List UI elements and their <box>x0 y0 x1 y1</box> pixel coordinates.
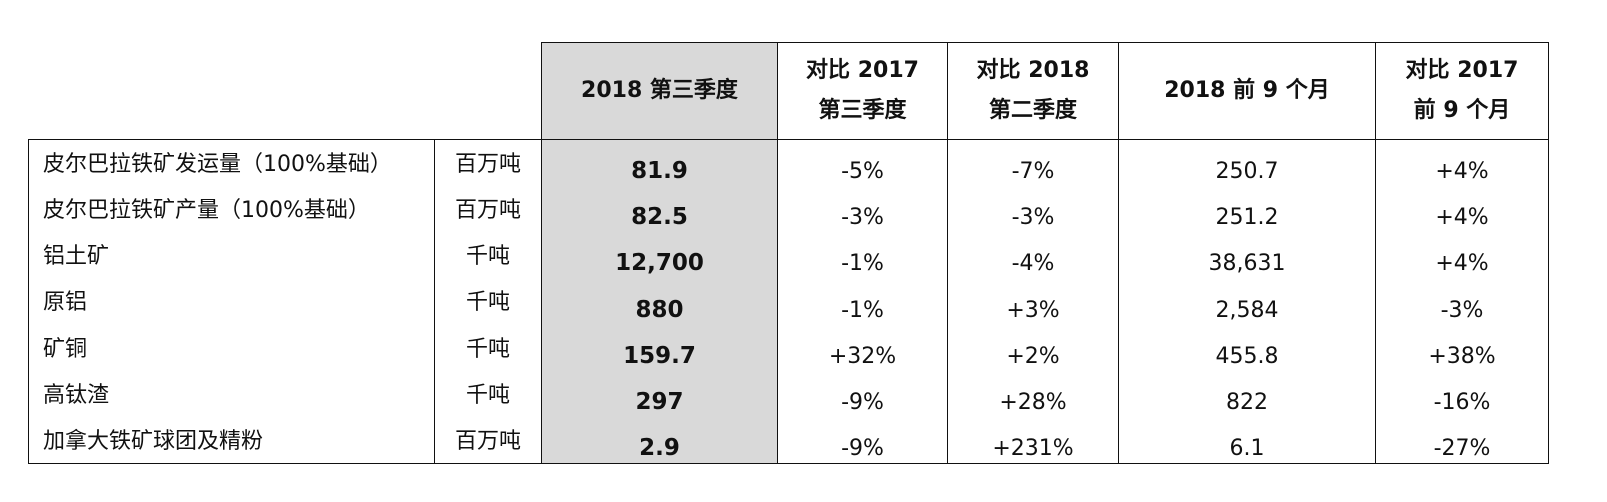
vs-q2-2018-value: +231% <box>947 417 1119 465</box>
ytd-2018-value: 251.2 <box>1118 185 1376 233</box>
ytd-2018-value: 6.1 <box>1118 417 1376 465</box>
vs-q3-2017-value: -5% <box>777 138 948 186</box>
vs-ytd-2017-value: +38% <box>1375 324 1549 371</box>
header-ytd-2018: 2018 前 9 个月 <box>1118 42 1376 140</box>
header-vs-ytd-2017-line2: 前 9 个月 <box>1413 98 1511 123</box>
header-vs-ytd-2017-line1: 对比 2017 <box>1405 58 1519 83</box>
q3-2018-value: 880 <box>541 278 778 325</box>
vs-ytd-2017-value: +4% <box>1375 185 1549 233</box>
header-vs-q2-2018-line2: 第二季度 <box>988 98 1077 123</box>
table-row: 矿铜 千吨 159.7 +32% +2% 455.8 +38% <box>28 324 1549 371</box>
vs-q3-2017-value: -1% <box>777 232 948 279</box>
product-name: 皮尔巴拉铁矿产量（100%基础） <box>28 185 435 233</box>
unit: 百万吨 <box>434 138 542 186</box>
q3-2018-value: 81.9 <box>541 138 778 186</box>
vs-q2-2018-value: +2% <box>947 324 1119 371</box>
ytd-2018-value: 455.8 <box>1118 324 1376 371</box>
vs-q3-2017-value: -1% <box>777 278 948 325</box>
q3-2018-value: 82.5 <box>541 185 778 233</box>
header-ytd-2018-label: 2018 前 9 个月 <box>1164 78 1330 103</box>
product-name: 皮尔巴拉铁矿发运量（100%基础） <box>28 138 435 186</box>
vs-q3-2017-value: -9% <box>777 370 948 418</box>
header-row: 2018 第三季度 对比 2017 第三季度 对比 2018 第二季度 2018… <box>29 42 1549 140</box>
vs-q2-2018-value: -3% <box>947 185 1119 233</box>
product-name: 高钛渣 <box>28 370 435 418</box>
product-name: 铝土矿 <box>28 232 435 279</box>
vs-ytd-2017-value: +4% <box>1375 232 1549 279</box>
vs-q2-2018-value: -7% <box>947 138 1119 186</box>
vs-q3-2017-value: +32% <box>777 324 948 371</box>
table-row: 原铝 千吨 880 -1% +3% 2,584 -3% <box>28 278 1549 325</box>
unit: 千吨 <box>434 324 542 371</box>
vs-ytd-2017-value: -16% <box>1375 370 1549 418</box>
vs-q3-2017-value: -9% <box>777 417 948 465</box>
vs-ytd-2017-value: +4% <box>1375 138 1549 186</box>
unit: 百万吨 <box>434 185 542 233</box>
q3-2018-value: 2.9 <box>541 417 778 465</box>
header-blank-name <box>29 43 435 140</box>
header-vs-q3-2017: 对比 2017 第三季度 <box>777 42 948 140</box>
ytd-2018-value: 822 <box>1118 370 1376 418</box>
vs-q2-2018-value: +28% <box>947 370 1119 418</box>
ytd-2018-value: 2,584 <box>1118 278 1376 325</box>
unit: 千吨 <box>434 278 542 325</box>
unit: 千吨 <box>434 370 542 418</box>
unit: 百万吨 <box>434 417 542 465</box>
header-blank-unit <box>435 43 542 140</box>
ytd-2018-value: 38,631 <box>1118 232 1376 279</box>
unit: 千吨 <box>434 232 542 279</box>
header-vs-ytd-2017: 对比 2017 前 9 个月 <box>1375 42 1549 140</box>
ytd-2018-value: 250.7 <box>1118 138 1376 186</box>
header-vs-q2-2018: 对比 2018 第二季度 <box>947 42 1119 140</box>
vs-q2-2018-value: +3% <box>947 278 1119 325</box>
header-vs-q2-2018-line1: 对比 2018 <box>976 58 1090 83</box>
vs-q3-2017-value: -3% <box>777 185 948 233</box>
vs-ytd-2017-value: -27% <box>1375 417 1549 465</box>
product-name: 矿铜 <box>28 324 435 371</box>
table-row: 皮尔巴拉铁矿发运量（100%基础） 百万吨 81.9 -5% -7% 250.7… <box>28 138 1549 186</box>
table-row: 皮尔巴拉铁矿产量（100%基础） 百万吨 82.5 -3% -3% 251.2 … <box>28 185 1549 233</box>
header-vs-q3-2017-line2: 第三季度 <box>818 98 907 123</box>
q3-2018-value: 159.7 <box>541 324 778 371</box>
table-row: 铝土矿 千吨 12,700 -1% -4% 38,631 +4% <box>28 232 1549 279</box>
vs-ytd-2017-value: -3% <box>1375 278 1549 325</box>
header-q3-2018-label: 2018 第三季度 <box>581 78 738 103</box>
table-row: 加拿大铁矿球团及精粉 百万吨 2.9 -9% +231% 6.1 -27% <box>28 417 1549 465</box>
product-name: 加拿大铁矿球团及精粉 <box>28 417 435 465</box>
header-q3-2018: 2018 第三季度 <box>541 42 778 140</box>
header-vs-q3-2017-line1: 对比 2017 <box>806 58 919 83</box>
vs-q2-2018-value: -4% <box>947 232 1119 279</box>
product-name: 原铝 <box>28 278 435 325</box>
q3-2018-value: 12,700 <box>541 232 778 279</box>
table-row: 高钛渣 千吨 297 -9% +28% 822 -16% <box>28 370 1549 418</box>
production-table: 2018 第三季度 对比 2017 第三季度 对比 2018 第二季度 2018… <box>28 42 1549 465</box>
q3-2018-value: 297 <box>541 370 778 418</box>
